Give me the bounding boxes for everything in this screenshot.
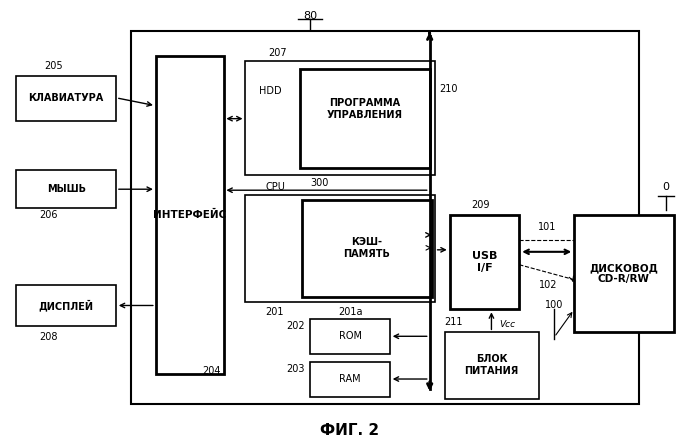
Text: ИНТЕРФЕЙС: ИНТЕРФЕЙС	[153, 210, 226, 220]
Text: 208: 208	[39, 332, 57, 342]
Text: ДИСПЛЕЙ: ДИСПЛЕЙ	[38, 299, 94, 312]
Text: CPU: CPU	[265, 182, 285, 192]
Text: 80: 80	[303, 11, 317, 21]
Bar	[16, 285, 116, 326]
Text: ДИСКОВОД
CD-R/RW: ДИСКОВОД CD-R/RW	[589, 263, 658, 284]
Text: 210: 210	[440, 84, 458, 94]
Text: 202: 202	[286, 321, 305, 332]
Text: 211: 211	[444, 317, 463, 328]
Bar	[444, 332, 539, 399]
Text: 0: 0	[662, 182, 668, 192]
Bar	[310, 362, 390, 397]
Text: 206: 206	[39, 210, 57, 220]
Text: ПРОГРАММА
УПРАВЛЕНИЯ: ПРОГРАММА УПРАВЛЕНИЯ	[327, 98, 403, 120]
Bar	[246, 195, 435, 303]
Bar	[302, 200, 432, 296]
Text: МЫШЬ: МЫШЬ	[47, 184, 85, 194]
Text: USB
I/F: USB I/F	[472, 251, 497, 272]
Bar	[574, 215, 673, 332]
Text: 300: 300	[310, 178, 328, 188]
Text: HDD: HDD	[259, 86, 281, 96]
Text: 101: 101	[538, 222, 557, 232]
Text: 205: 205	[44, 61, 63, 71]
Bar	[300, 69, 430, 168]
Text: Vcc: Vcc	[499, 320, 515, 329]
Text: БЛОК
ПИТАНИЯ: БЛОК ПИТАНИЯ	[464, 354, 519, 376]
Bar	[156, 56, 223, 374]
Text: 100: 100	[545, 299, 564, 310]
Text: 204: 204	[202, 366, 220, 376]
Text: 201a: 201a	[338, 307, 363, 317]
Text: 203: 203	[287, 364, 305, 374]
Text: ФИГ. 2: ФИГ. 2	[321, 423, 379, 438]
Text: КЭШ-
ПАМЯТЬ: КЭШ- ПАМЯТЬ	[344, 237, 391, 259]
Text: ROM: ROM	[339, 331, 361, 341]
Text: 102: 102	[539, 279, 558, 290]
Bar	[131, 31, 639, 404]
Bar	[310, 320, 390, 354]
Bar	[16, 76, 116, 121]
Text: RAM: RAM	[340, 374, 360, 384]
Bar	[16, 170, 116, 208]
Text: 201: 201	[265, 307, 284, 317]
Text: КЛАВИАТУРА: КЛАВИАТУРА	[29, 93, 104, 103]
Bar	[449, 215, 519, 309]
Text: 207: 207	[268, 48, 287, 58]
Text: 209: 209	[472, 200, 490, 210]
Bar	[246, 61, 435, 175]
